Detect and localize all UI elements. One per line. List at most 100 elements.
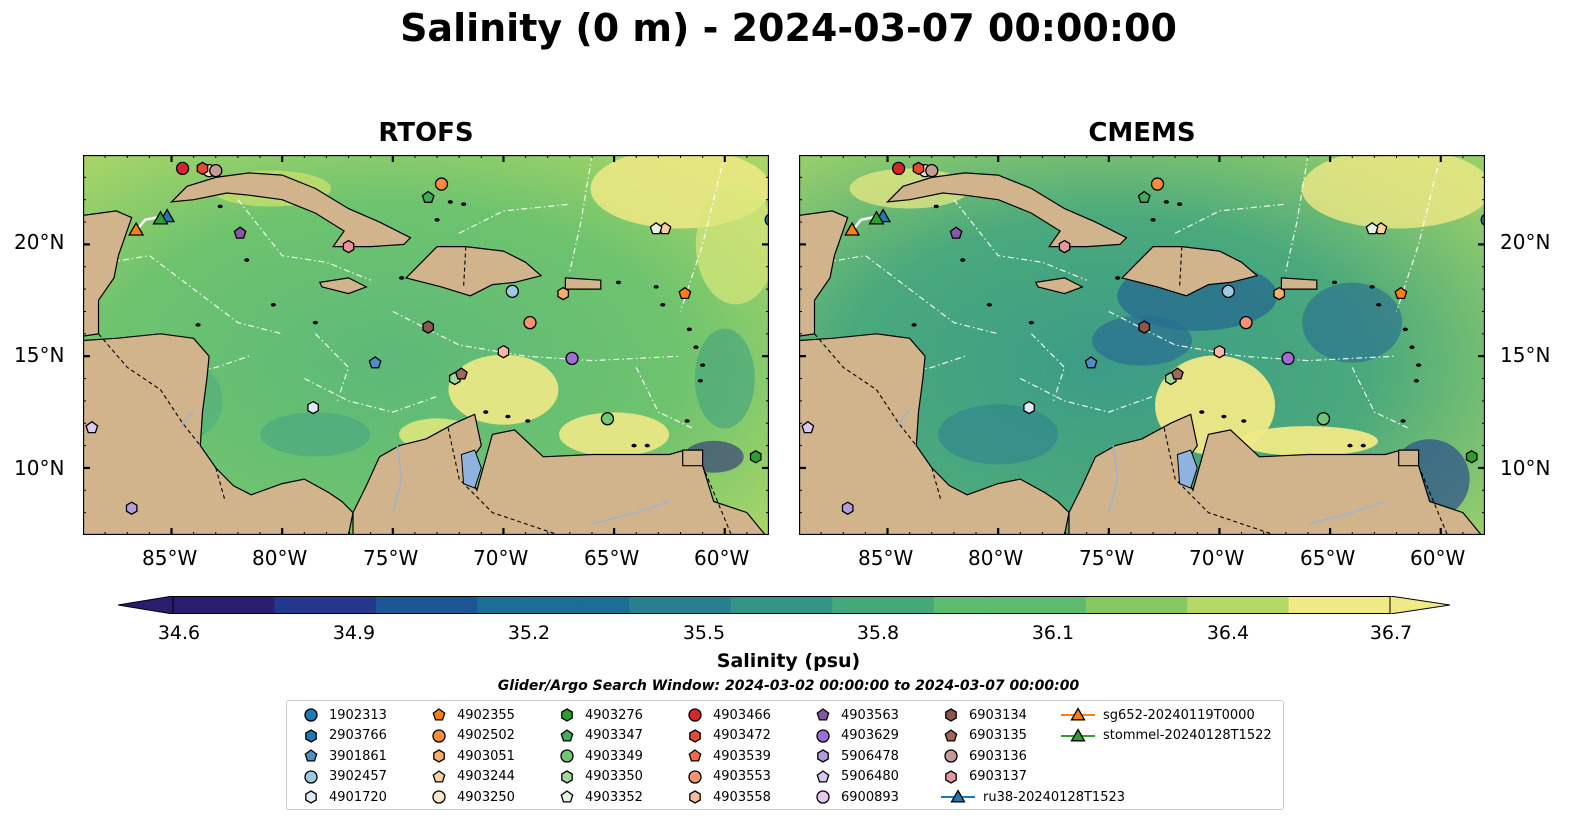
island [1241,419,1247,423]
island [1416,363,1422,367]
salinity-feature [1237,426,1378,457]
island [631,443,637,448]
legend-item: 4903352 [557,787,643,807]
colorbar-tick: 34.9 [332,622,376,644]
legend-item: 4903558 [685,787,771,807]
island [933,204,939,209]
island [1376,302,1382,307]
boundary-line [1108,310,1397,362]
boundary-line [1285,154,1309,272]
lat-label-15n-left: 15°N [14,343,65,367]
float-marker-4903347 [421,190,435,203]
float-marker-6903135 [454,367,468,380]
island [615,280,622,285]
boundary-line [458,203,570,234]
salinity-map-cmems [798,131,1494,542]
float-marker-4902502 [1150,177,1165,191]
legend-item: 4903051 [429,746,515,766]
colorbar-segment [882,596,935,614]
legend-label: 4903250 [457,789,515,805]
legend-marker [816,708,830,721]
colorbar-segment [680,596,732,614]
legend-symbol [305,790,317,804]
legend-label: 3901861 [329,748,387,764]
legend-item: ru38-20240128T1523 [941,787,1125,807]
salinity-feature [1302,282,1403,363]
legend-item: 6903136 [941,746,1027,766]
island [700,363,706,367]
legend-item: 4903563 [813,705,899,725]
island [244,258,250,262]
legend-marker [944,749,958,763]
legend-symbol [433,749,445,763]
legend-marker [688,708,702,722]
colorbar-tick: 35.8 [856,622,900,644]
legend-marker [1070,727,1086,741]
boundary-line [304,377,438,413]
colorbar-tick: 36.7 [1369,622,1413,644]
legend-item: 4903244 [429,767,515,787]
island [684,419,690,423]
legend-marker [1070,707,1086,721]
float-marker-6903137 [1058,239,1071,254]
float-marker-4903629 [1281,351,1295,366]
lon-label-75w-right: 75°W [1079,546,1135,570]
island [1150,218,1156,222]
colorbar-tick: 35.2 [507,622,551,644]
legend-label: 4903472 [713,728,771,743]
legend-symbol [432,769,446,783]
legend-symbol [689,790,701,804]
legend-marker [816,790,830,804]
salinity-feature [448,354,559,425]
island [1402,327,1408,332]
legend-label: stommel-20240128T1522 [1103,728,1272,743]
legend-label: 4903349 [585,748,643,764]
colorbar-extend-low [118,596,174,614]
colorbar-segment [1237,596,1290,614]
panel-title-cmems: CMEMS [1088,118,1196,148]
float-marker-4903553 [1239,315,1253,330]
legend-label: 4901720 [329,789,387,805]
cuba-land [885,172,1128,248]
float-marker-4903349 [1316,412,1331,426]
legend-label: 4903558 [713,789,771,805]
boundary-line [82,254,283,335]
float-marker-4903347 [1137,190,1151,203]
legend-label: 4903051 [457,748,515,764]
lon-label-60w-left: 60°W [694,546,750,570]
float-marker-4903472 [912,161,925,176]
colorbar-segment [223,596,276,614]
hispaniola-land [1120,245,1259,297]
lat-label-15n-right: 15°N [1500,343,1551,367]
legend-item: 4903349 [557,746,643,766]
float-marker-4902502 [434,177,449,191]
legend: 1902313 2903766 3901861 3902457 4901720 49023… [286,700,1284,810]
legend-marker [560,749,574,763]
salinity-feature [260,412,371,457]
colorbar-segment [325,596,377,614]
legend-item: 6903137 [941,767,1027,787]
legend-symbol [432,728,446,743]
legend-item: 4901720 [301,787,387,807]
legend-marker [561,708,573,722]
salinity-feature [938,404,1059,465]
float-marker-4903563 [949,226,963,239]
float-marker-5906480 [85,420,99,434]
puerto-rico-land [1280,277,1318,290]
colorbar-segment [477,596,529,614]
legend-item: sg652-20240119T0000 [1061,705,1255,725]
legend-marker [945,708,957,722]
legend-label: 1902313 [329,707,387,723]
legend-symbol [304,708,318,722]
island [217,204,223,209]
legend-marker [304,708,318,722]
island [312,320,318,325]
float-marker-4903629 [565,351,579,366]
legend-label: sg652-20240119T0000 [1103,707,1255,723]
south-america-land [352,413,770,542]
lon-label-65w-right: 65°W [1300,546,1356,570]
boundary-line [237,199,371,281]
legend-label: 4903276 [585,707,643,723]
island [1347,443,1353,448]
country-border [814,333,917,446]
